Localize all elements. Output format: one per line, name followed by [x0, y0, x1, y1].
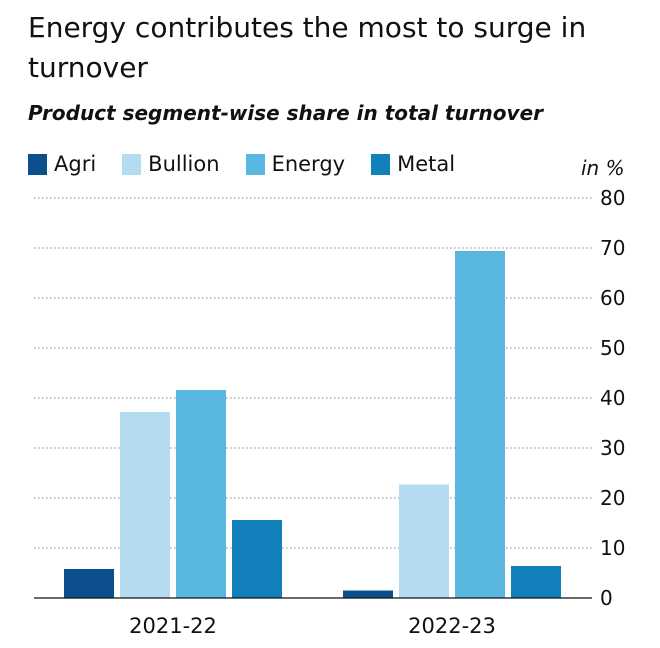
chart-subtitle: Product segment-wise share in total turn… — [28, 101, 543, 125]
x-category-label: 2021-22 — [129, 614, 217, 638]
y-tick-label: 60 — [600, 286, 625, 310]
bar-energy-2021-22 — [176, 390, 226, 598]
bar-metal-2022-23 — [511, 566, 561, 598]
legend-item-energy: Energy — [245, 152, 346, 176]
bar-agri-2021-22 — [64, 569, 114, 598]
y-tick-label: 80 — [600, 186, 625, 210]
legend: Agri Bullion Energy Metal — [28, 150, 481, 178]
legend-swatch-bullion — [122, 153, 142, 175]
chart-title: Energy contributes the most to surge in … — [28, 11, 587, 84]
y-tick-label: 0 — [600, 586, 613, 610]
legend-label-agri: Agri — [54, 152, 97, 176]
y-tick-label: 40 — [600, 386, 625, 410]
y-tick-label: 10 — [600, 536, 625, 560]
legend-item-metal: Metal — [371, 152, 455, 176]
y-tick-label: 70 — [600, 236, 625, 260]
legend-item-bullion: Bullion — [122, 152, 220, 176]
legend-label-metal: Metal — [397, 152, 456, 176]
legend-item-agri: Agri — [28, 152, 96, 176]
legend-swatch-metal — [371, 153, 391, 175]
y-tick-label: 20 — [600, 486, 625, 510]
bar-metal-2021-22 — [232, 520, 282, 598]
legend-label-energy: Energy — [271, 152, 346, 176]
y-tick-label: 30 — [600, 436, 625, 460]
x-category-label: 2022-23 — [408, 614, 496, 638]
legend-swatch-energy — [245, 153, 265, 175]
legend-label-bullion: Bullion — [148, 152, 220, 176]
bar-energy-2022-23 — [455, 251, 505, 598]
y-tick-label: 50 — [600, 336, 625, 360]
bar-bullion-2021-22 — [120, 412, 170, 598]
legend-swatch-agri — [28, 153, 47, 175]
bar-bullion-2022-23 — [399, 484, 449, 598]
bar-agri-2022-23 — [343, 590, 393, 598]
y-axis-unit-label: in % — [581, 156, 625, 180]
